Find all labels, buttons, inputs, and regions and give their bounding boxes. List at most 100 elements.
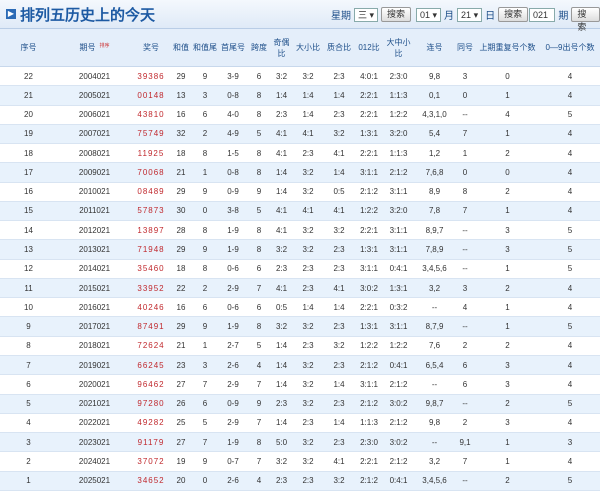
table-cell: 28 — [170, 220, 192, 241]
table-cell: 17 — [0, 162, 57, 183]
table-cell: 3:2 — [270, 66, 293, 87]
table-cell: 1 — [475, 85, 540, 106]
table-cell: 1-9 — [218, 432, 248, 453]
table-cell: 4 — [455, 297, 475, 318]
table-cell: 0-6 — [218, 259, 248, 279]
search-button[interactable]: 搜索 — [498, 7, 529, 22]
table-cell: 23 — [170, 355, 192, 376]
column-header: 0—9出号个数 — [540, 29, 600, 67]
table-cell: 1-9 — [218, 220, 248, 241]
table-cell: 2017021 — [57, 316, 132, 337]
table-cell: 2:3 — [270, 471, 293, 491]
table-cell: 2 — [475, 278, 540, 299]
table-row: 6 2020021 96462 27 7 2-9 7 1:4 3:2 1:4 3:1:1 2:1:2-… — [0, 374, 600, 395]
table-cell: 3:0:2 — [383, 432, 414, 453]
search-button[interactable]: 搜索 — [571, 7, 600, 32]
table-cell: 4:1 — [270, 143, 293, 164]
table-cell: 2 — [192, 278, 218, 299]
table-cell: 7 — [192, 432, 218, 453]
table-cell: 2:2:1 — [355, 297, 383, 318]
table-cell: 26 — [170, 394, 192, 414]
table-cell: 0 — [475, 162, 540, 183]
table-row: 2 2024021 37072 19 9 0-7 7 3:2 3:2 4:1 2:2:1 2:1:2 3… — [0, 451, 600, 472]
table-cell: 3:2:0 — [383, 124, 414, 145]
table-cell: 9 — [248, 394, 270, 414]
table-cell: 40246 — [132, 297, 170, 318]
table-cell: 3 — [455, 278, 475, 299]
table-cell: 7 — [455, 451, 475, 472]
header-text: 上期重复号个数 — [479, 43, 536, 52]
table-cell: 72624 — [132, 336, 170, 356]
table-cell: 3 — [475, 239, 540, 260]
table-cell: 4-9 — [218, 124, 248, 145]
table-row: 1 2025021 34652 20 0 2-6 4 2:3 2:3 3:2 2:1:2 0:4:1 3… — [0, 471, 600, 491]
table-cell: 9,1 — [455, 432, 475, 453]
table-cell: 3:2 — [293, 66, 323, 87]
table-cell: 5 — [540, 316, 600, 337]
sort-icon[interactable]: 排序 — [99, 43, 110, 49]
table-cell: 3-8 — [218, 201, 248, 222]
table-cell: 6 — [248, 66, 270, 87]
table-cell: 0-8 — [218, 162, 248, 183]
table-cell: 2:3 — [323, 394, 355, 414]
table-cell: 08489 — [132, 182, 170, 202]
header-text: 012比 — [358, 43, 380, 52]
table-cell: -- — [455, 316, 475, 337]
table-cell: 0:5 — [270, 297, 293, 318]
table-row: 10 2016021 40246 16 6 0-6 6 0:5 1:4 1:4 2:2:1 0:3:2… — [0, 297, 600, 318]
table-cell: 4 — [540, 297, 600, 318]
table-cell: 1:4 — [270, 85, 293, 106]
table-cell: 2:1:2 — [355, 394, 383, 414]
table-cell: 34652 — [132, 471, 170, 491]
table-cell: 2-6 — [218, 355, 248, 376]
table-cell: 75749 — [132, 124, 170, 145]
table-cell: 3 — [455, 66, 475, 87]
table-cell: 2:3 — [270, 259, 293, 279]
column-header: 大小比 — [293, 29, 323, 67]
table-cell: 3:1:1 — [355, 162, 383, 183]
weekday-select[interactable]: 三 ▾ — [354, 7, 379, 22]
table-cell: 3,4,5,6 — [414, 259, 455, 279]
table-cell: 3:2 — [293, 220, 323, 241]
table-cell: 4:1 — [270, 278, 293, 299]
table-cell: 9 — [192, 316, 218, 337]
table-cell: 2013021 — [57, 239, 132, 260]
icon: ▶ — [6, 9, 16, 19]
table-row: 9 2017021 87491 29 9 1-9 8 3:2 3:2 2:3 1:3:1 3:1:1 8… — [0, 316, 600, 337]
table-cell: 19 — [0, 124, 57, 145]
table-cell: 1-9 — [218, 316, 248, 337]
table-cell: 37072 — [132, 451, 170, 472]
table-cell: 8 — [248, 105, 270, 125]
table-cell: 2 — [0, 451, 57, 472]
table-cell: 4 — [540, 201, 600, 222]
column-header[interactable]: 期号 排序 — [57, 29, 132, 67]
table-cell: 1:3:1 — [383, 278, 414, 299]
table-cell: 4 — [540, 278, 600, 299]
date-control: 01 ▾ 月 21 ▾ 日 搜索 — [416, 7, 529, 22]
table-cell: 2-9 — [218, 278, 248, 299]
column-header: 上期重复号个数 — [475, 29, 540, 67]
table-cell: 3:2 — [270, 316, 293, 337]
table-cell: 2:3 — [270, 394, 293, 414]
table-row: 15 2011021 57873 30 0 3-8 5 4:1 4:1 4:1 1:2:2 3:2:0… — [0, 201, 600, 222]
search-button[interactable]: 搜索 — [381, 7, 412, 22]
table-cell: 5 — [540, 471, 600, 491]
table-cell: 71948 — [132, 239, 170, 260]
table-cell: -- — [455, 105, 475, 125]
table-cell: 3,4,5,6 — [414, 471, 455, 491]
day-select[interactable]: 21 ▾ — [457, 7, 483, 22]
table-cell: 13 — [170, 85, 192, 106]
table-row: 17 2009021 70068 21 1 0-8 8 1:4 3:2 1:4 3:1:1 2:1:2… — [0, 162, 600, 183]
table-cell: 2019021 — [57, 355, 132, 376]
table-cell: 3 — [192, 85, 218, 106]
table-cell: -- — [455, 220, 475, 241]
table-cell: 2:3:0 — [355, 432, 383, 453]
issue-input[interactable]: 021 — [529, 7, 556, 22]
table-cell: 2:1:2 — [383, 413, 414, 434]
month-select[interactable]: 01 ▾ — [416, 7, 442, 22]
table-cell: 2:3 — [293, 471, 323, 491]
table-cell: 5,4 — [414, 124, 455, 145]
table-cell: 18 — [0, 143, 57, 164]
table-cell: 2022021 — [57, 413, 132, 434]
header-text: 大中小比 — [386, 37, 411, 58]
